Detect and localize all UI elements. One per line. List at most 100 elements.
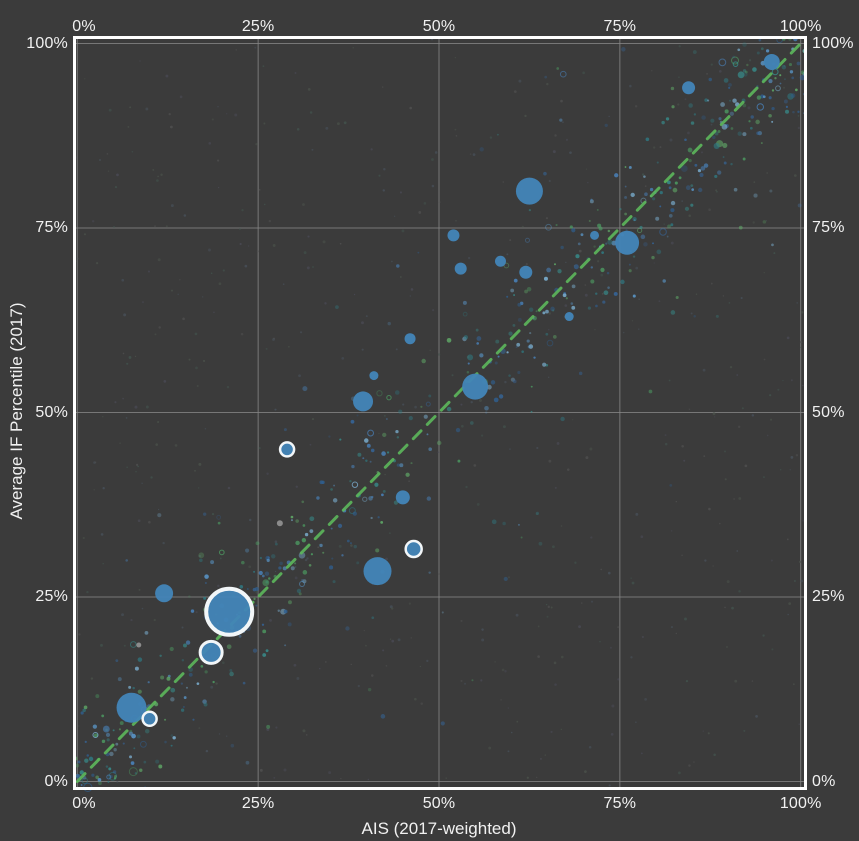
cloud-dot [797,203,802,208]
cloud-dot [428,394,432,398]
noise-speck [429,349,431,351]
cloud-dot [242,681,246,685]
noise-speck [235,49,237,51]
data-point-bubble[interactable] [494,255,506,267]
noise-speck [762,476,765,479]
cloud-dot [530,410,533,413]
cloud-dot [513,278,518,283]
cloud-dot [535,511,540,516]
noise-speck [707,732,710,735]
noise-speck [198,462,202,466]
data-point-bubble[interactable] [682,81,696,95]
cloud-dot [118,728,121,731]
data-point-bubble[interactable] [198,639,224,665]
data-point-bubble[interactable] [404,333,416,345]
data-point-bubble[interactable] [447,229,460,242]
noise-speck [268,219,272,223]
noise-speck [274,540,278,544]
cloud-dot [101,739,106,744]
noise-speck [515,613,519,617]
data-point-bubble[interactable] [615,230,640,255]
data-point-bubble[interactable] [590,230,600,240]
data-point-bubble[interactable] [564,312,574,322]
noise-speck [684,98,687,101]
noise-speck [296,128,300,131]
noise-speck [509,448,511,450]
noise-speck [302,729,306,733]
cloud-dot [294,562,297,565]
cloud-dot [503,576,508,582]
cloud-dot [182,705,185,708]
noise-speck [736,550,739,552]
noise-speck [668,379,671,382]
data-point-bubble[interactable] [278,441,296,458]
noise-speck [95,262,99,265]
cloud-dot [200,665,204,668]
data-point-bubble[interactable] [454,262,467,275]
noise-speck [391,260,393,263]
noise-speck [309,111,313,114]
noise-speck [210,272,213,275]
cloud-dot [517,370,521,375]
cloud-dot [670,310,676,315]
noise-speck [526,776,529,779]
noise-speck [509,239,512,242]
data-point-bubble[interactable] [404,539,423,559]
data-point-bubble[interactable] [155,584,174,603]
noise-speck [635,512,639,516]
cloud-dot [262,653,267,657]
cloud-dot [517,302,522,307]
data-point-bubble[interactable] [763,53,780,70]
cloud-dot [571,284,576,289]
noise-speck [227,486,231,490]
noise-speck [678,45,681,48]
cloud-dot [790,93,796,98]
noise-speck [553,661,557,665]
data-point-bubble[interactable] [519,265,533,279]
noise-speck [690,312,693,315]
cloud-dot [752,67,757,72]
noise-speck [460,424,464,428]
noise-speck [590,600,594,603]
noise-speck [554,683,557,686]
data-point-bubble[interactable] [353,391,374,412]
data-point-bubble[interactable] [515,177,543,205]
noise-speck [787,613,789,616]
cloud-dot [266,558,270,563]
noise-speck [455,135,458,137]
data-point-bubble[interactable] [369,371,379,381]
noise-speck [506,253,509,256]
cloud-dot [556,67,560,70]
gray-data-point[interactable] [136,642,142,648]
noise-speck [635,266,639,270]
gray-data-point[interactable] [276,520,283,527]
cloud-dot [394,390,400,395]
noise-speck [751,414,755,417]
noise-speck [137,519,141,523]
data-point-bubble[interactable] [116,692,147,723]
noise-speck [566,468,570,471]
noise-speck [609,646,612,649]
noise-speck [272,338,275,341]
cloud-dot [79,770,84,775]
cloud-dot [785,105,789,108]
cloud-dot [367,687,372,692]
noise-speck [170,204,174,208]
data-point-bubble[interactable] [363,557,392,586]
cloud-dot [700,166,706,171]
data-point-bubble[interactable] [141,710,158,728]
data-point-bubble[interactable] [204,586,255,637]
noise-speck [181,626,184,629]
cloud-dot [717,170,722,175]
data-point-bubble[interactable] [395,490,410,505]
cloud-dot [196,682,200,686]
noise-speck [500,699,502,701]
noise-speck [796,302,798,304]
data-point-bubble[interactable] [462,373,489,400]
noise-speck [585,456,589,460]
cloud-dot [351,464,355,469]
noise-speck [572,419,574,421]
cloud-dot [535,310,538,313]
noise-speck [202,296,204,298]
